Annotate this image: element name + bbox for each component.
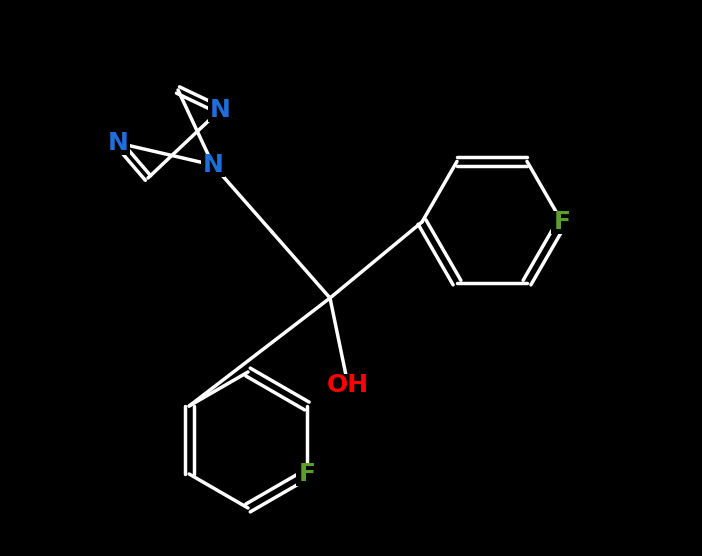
Text: N: N <box>107 131 128 155</box>
Bar <box>296 463 318 485</box>
Bar <box>106 132 130 155</box>
Text: N: N <box>203 153 223 177</box>
Text: F: F <box>553 210 571 234</box>
Text: F: F <box>298 462 315 486</box>
Bar <box>208 98 232 122</box>
Bar <box>551 211 573 234</box>
Text: N: N <box>210 98 230 122</box>
Bar <box>201 153 225 176</box>
Text: OH: OH <box>327 373 369 397</box>
Bar <box>330 374 366 396</box>
